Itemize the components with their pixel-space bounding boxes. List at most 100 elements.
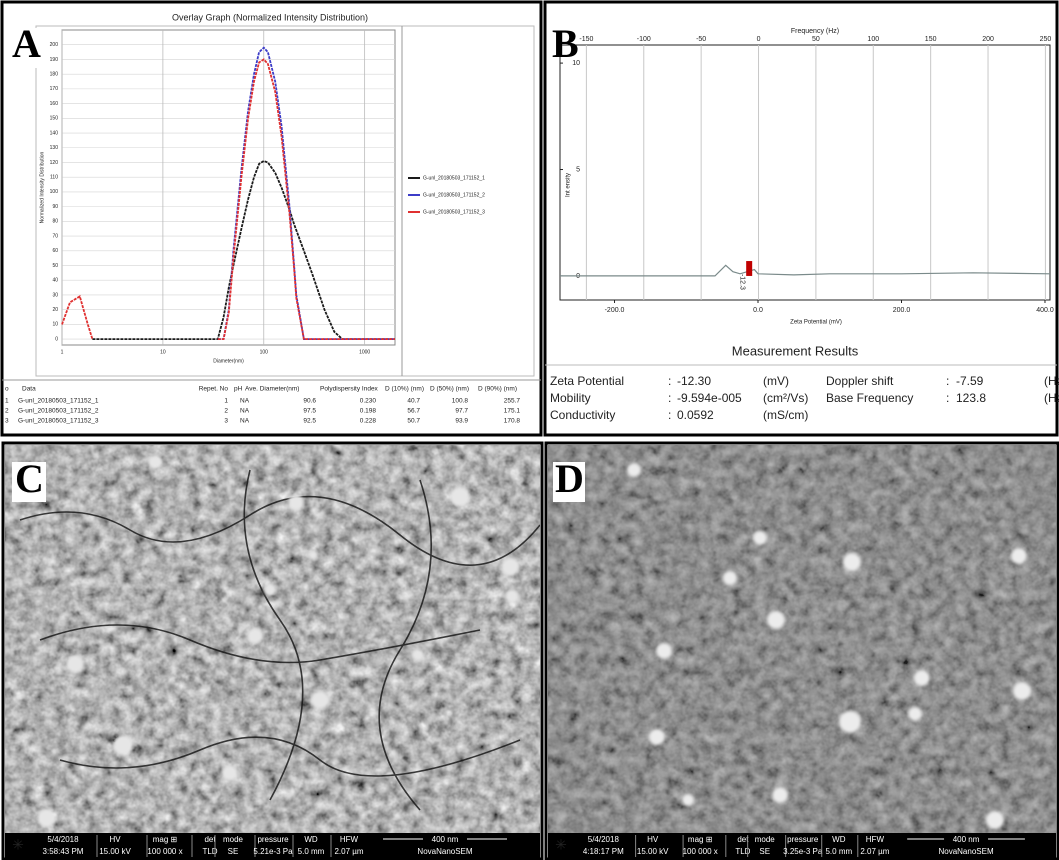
result-unit: (Hz: [1044, 374, 1059, 388]
y-tick-label: 5: [576, 166, 580, 173]
particles: [37, 455, 519, 827]
info-label: WD: [832, 835, 846, 844]
info-label: det: [737, 835, 749, 844]
series-line: [560, 264, 1051, 277]
table-cell: G-unl_20180503_171152_2: [18, 408, 99, 415]
table-cell: G-unl_20180503_171152_3: [18, 418, 99, 425]
x-axis-label: Zeta Potential (mV): [790, 320, 842, 326]
table-cell: 92.5: [303, 418, 316, 425]
legend-label: G-unl_20180503_171152_3: [423, 209, 485, 215]
y-tick-label: 60: [52, 248, 58, 254]
result-label: Base Frequency: [826, 391, 913, 405]
y-tick-label: 150: [50, 116, 59, 122]
y-tick-label: 180: [50, 71, 59, 77]
table-header: pH: [234, 386, 243, 393]
y-tick-label: 40: [52, 278, 58, 284]
table-header: D (10%) (nm): [385, 386, 424, 393]
panel-label: B: [552, 21, 579, 66]
info-value: SE: [228, 847, 239, 856]
y-tick-label: 160: [50, 101, 59, 107]
x2-tick-label: 250: [1040, 36, 1052, 43]
peak-bar: [746, 261, 753, 276]
info-label: mag ⊞: [688, 835, 713, 844]
x-axis-label: Diameter(nm): [213, 358, 244, 364]
table-header: Repet. No: [199, 386, 229, 393]
peak-label: -12.3: [738, 274, 745, 290]
x2-axis-label: Frequency (Hz): [791, 28, 839, 35]
y-tick-label: 170: [50, 86, 59, 92]
table-cell: 2: [224, 408, 228, 415]
info-value: 15.00 kV: [637, 847, 669, 856]
cracks: [19, 469, 540, 811]
info-label: HV: [109, 835, 121, 844]
sem-logo: ✳: [555, 837, 567, 853]
info-value: 100 000 x: [683, 847, 718, 856]
y-tick-label: 120: [50, 160, 59, 166]
table-header: Polydispersity Index: [320, 386, 379, 393]
x-tick-label: 10: [160, 349, 166, 355]
table-header: Data: [22, 386, 36, 393]
x-tick-label: 100: [260, 349, 269, 355]
info-value: 3:58:43 PM: [43, 847, 84, 856]
table-cell: NA: [240, 418, 250, 425]
info-label: HFW: [866, 835, 885, 844]
result-unit: (Hz: [1044, 391, 1059, 405]
panel-d-frame: [544, 441, 1059, 860]
info-bar: [5, 833, 540, 858]
result-value: -9.594e-005: [677, 391, 742, 405]
info-value: 5.21e-3 Pa: [253, 847, 293, 856]
sem-texture: [548, 445, 1056, 833]
info-label: mag ⊞: [153, 835, 178, 844]
info-label: HV: [647, 835, 659, 844]
result-value: -7.59: [956, 374, 984, 388]
x2-tick-label: 0: [757, 36, 761, 43]
y-tick-label: 190: [50, 57, 59, 63]
y-tick-label: 140: [50, 130, 59, 136]
info-label: 5/4/2018: [588, 835, 620, 844]
x-tick-label: 400.0: [1036, 307, 1054, 314]
table-cell: 2: [5, 408, 9, 415]
info-label: 5/4/2018: [47, 835, 79, 844]
table-cell: 3: [224, 418, 228, 425]
series-line: [92, 160, 395, 340]
panel-label: C: [15, 456, 44, 501]
table-header: D (50%) (nm): [430, 386, 469, 393]
plot-area: [61, 29, 396, 346]
table-cell: 0.230: [360, 398, 377, 405]
x-tick-label: 1: [61, 349, 64, 355]
result-value: 123.8: [956, 391, 986, 405]
y-tick-label: 100: [50, 189, 59, 195]
result-value: -12.30: [677, 374, 711, 388]
x2-tick-label: 50: [812, 36, 820, 43]
table-header: o: [5, 386, 9, 393]
y-tick-label: 90: [52, 204, 58, 210]
result-label: Zeta Potential: [550, 374, 624, 388]
x2-tick-label: 150: [925, 36, 937, 43]
y-tick-label: 70: [52, 233, 58, 239]
table-cell: 90.6: [303, 398, 316, 405]
info-value: 3.25e-3 Pa: [783, 847, 823, 856]
y-tick-label: 10: [52, 322, 58, 328]
info-label: det: [204, 835, 216, 844]
y-axis-label: Int ensity: [566, 173, 572, 197]
separator: :: [668, 391, 671, 405]
info-value: TLD: [735, 847, 750, 856]
table-cell: G-unl_20180503_171152_1: [18, 398, 99, 405]
info-value: 2.07 µm: [334, 847, 363, 856]
info-label: pressure: [257, 835, 289, 844]
table-cell: 93.9: [455, 418, 468, 425]
table-cell: 175.1: [504, 408, 521, 415]
x2-tick-label: -100: [637, 36, 651, 43]
result-value: 0.0592: [677, 408, 714, 422]
result-unit: (mS/cm): [763, 408, 808, 422]
y-tick-label: 110: [50, 175, 58, 181]
separator: :: [946, 391, 949, 405]
chart-b-frame: [559, 44, 1051, 301]
y-tick-label: 0: [55, 336, 58, 342]
info-label: HFW: [340, 835, 359, 844]
info-value: SE: [759, 847, 770, 856]
info-label: 400 nm: [953, 835, 980, 844]
result-label: Doppler shift: [826, 374, 894, 388]
